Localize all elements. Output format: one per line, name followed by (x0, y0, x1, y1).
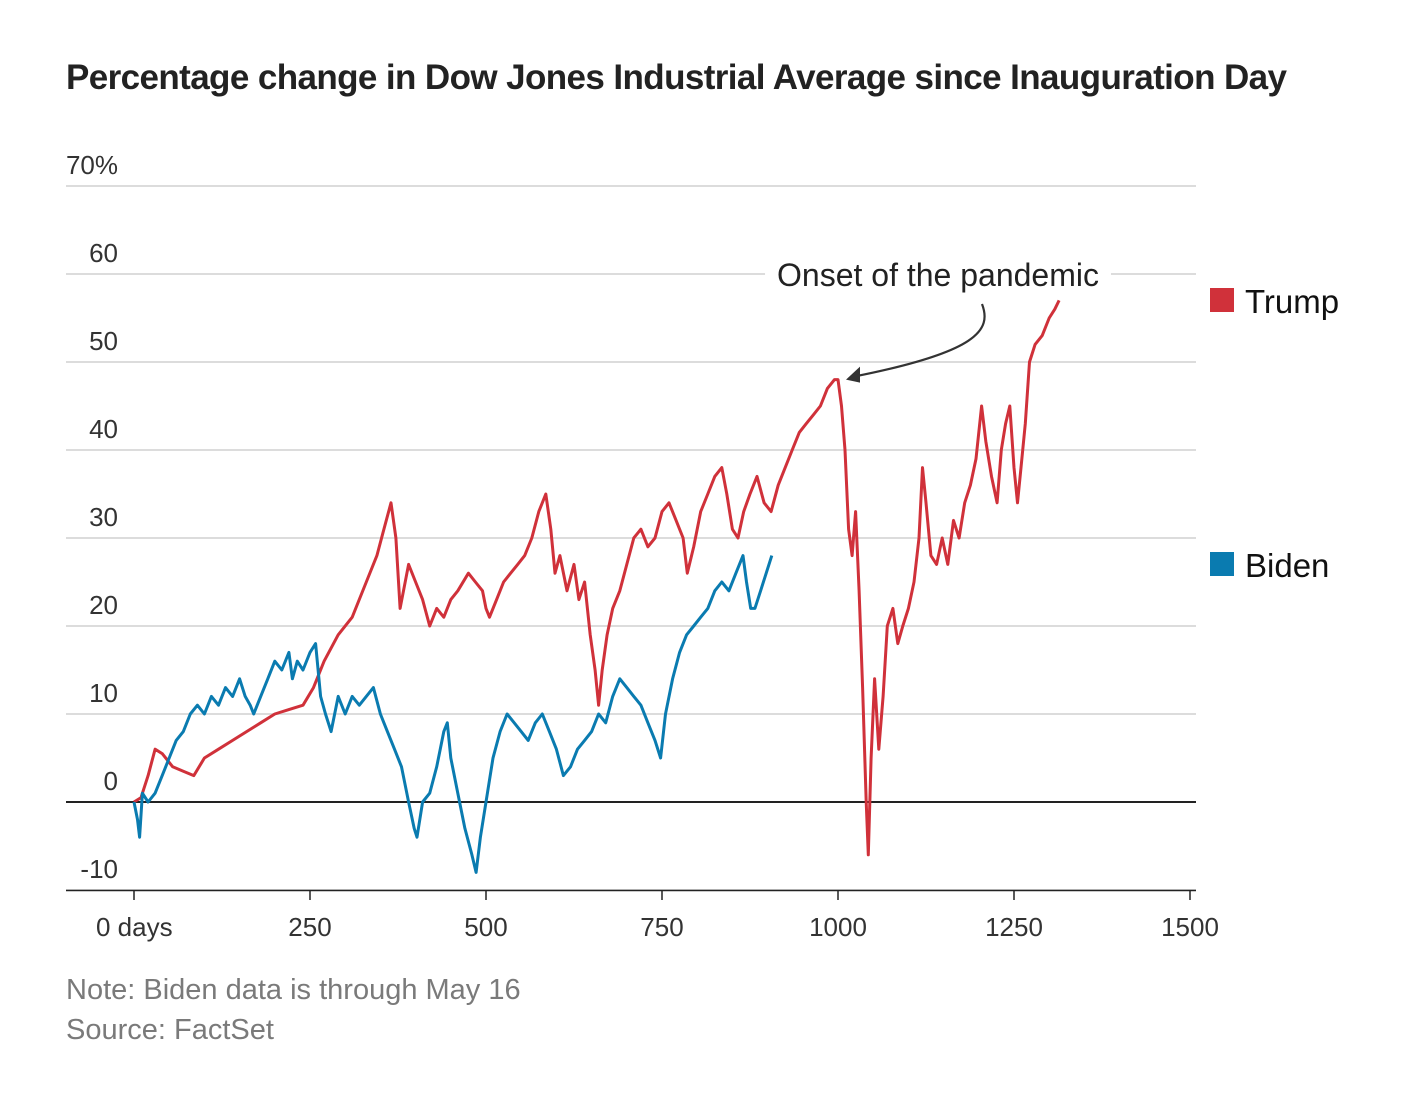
y-tick-label: 30 (89, 502, 118, 532)
y-tick-label: -10 (80, 854, 118, 884)
footer-source: Source: FactSet (66, 1014, 274, 1046)
annotation-arrow (853, 303, 986, 378)
y-tick-label: 10 (89, 678, 118, 708)
x-tick-label: 1500 (1161, 912, 1219, 942)
x-tick-label: 750 (640, 912, 683, 942)
legend-swatch-biden (1210, 552, 1234, 576)
x-tick-label: 1000 (809, 912, 867, 942)
y-tick-label: 70% (66, 150, 118, 180)
chart-title: Percentage change in Dow Jones Industria… (66, 58, 1287, 97)
y-tick-label: 40 (89, 414, 118, 444)
y-axis-ticks: 70% 60 50 40 30 20 10 0 -10 (66, 150, 118, 884)
x-tick-label: 500 (464, 912, 507, 942)
x-tick-label: 0 days (96, 912, 173, 942)
y-tick-label: 20 (89, 590, 118, 620)
y-tick-label: 50 (89, 326, 118, 356)
annotation: Onset of the pandemic (765, 255, 1111, 383)
x-tick-label: 1250 (985, 912, 1043, 942)
footer-note: Note: Biden data is through May 16 (66, 974, 521, 1006)
y-tick-label: 0 (104, 766, 118, 796)
annotation-arrowhead (846, 366, 860, 383)
legend-swatch-trump (1210, 288, 1234, 312)
x-axis: 0 days 250 500 750 1000 1250 1500 (66, 889, 1219, 942)
series-lines (132, 299, 1061, 874)
annotation-text: Onset of the pandemic (777, 257, 1099, 293)
annotation-backing (765, 255, 1111, 295)
legend: Trump Biden (1210, 283, 1339, 584)
series-line-biden (132, 554, 774, 874)
series-line-trump (133, 299, 1061, 857)
x-tick-label: 250 (288, 912, 331, 942)
legend-label-biden: Biden (1245, 547, 1329, 584)
y-tick-label: 60 (89, 238, 118, 268)
footer: Note: Biden data is through May 16 Sourc… (66, 970, 521, 1050)
legend-label-trump: Trump (1245, 283, 1339, 320)
